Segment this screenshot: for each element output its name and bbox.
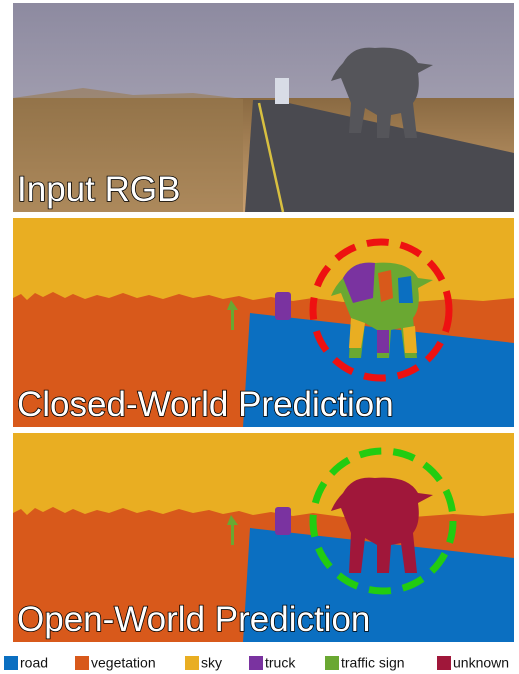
legend-label: truck	[265, 655, 296, 671]
legend-swatch	[4, 656, 18, 670]
legend-label: road	[20, 655, 48, 671]
legend-swatch	[249, 656, 263, 670]
legend-swatch	[75, 656, 89, 670]
legend-swatch	[325, 656, 339, 670]
panel-label: Input RGB	[17, 170, 180, 209]
legend-label: traffic sign	[341, 655, 405, 671]
legend-label: vegetation	[91, 655, 156, 671]
figure: Input RGB Closed-World Prediction Open-W…	[0, 0, 519, 674]
panel-label: Open-World Prediction	[17, 600, 370, 639]
legend-label: sky	[201, 655, 222, 671]
panel-label: Closed-World Prediction	[17, 385, 394, 424]
legend-swatch	[185, 656, 199, 670]
panel-open: Open-World Prediction	[13, 433, 514, 642]
legend-label: unknown	[453, 655, 509, 671]
panel-closed: Closed-World Prediction	[13, 218, 514, 427]
legend: road vegetation sky truck traffic sign unknow…	[4, 655, 509, 671]
legend-swatch	[437, 656, 451, 670]
panel-input: Input RGB	[13, 3, 514, 212]
